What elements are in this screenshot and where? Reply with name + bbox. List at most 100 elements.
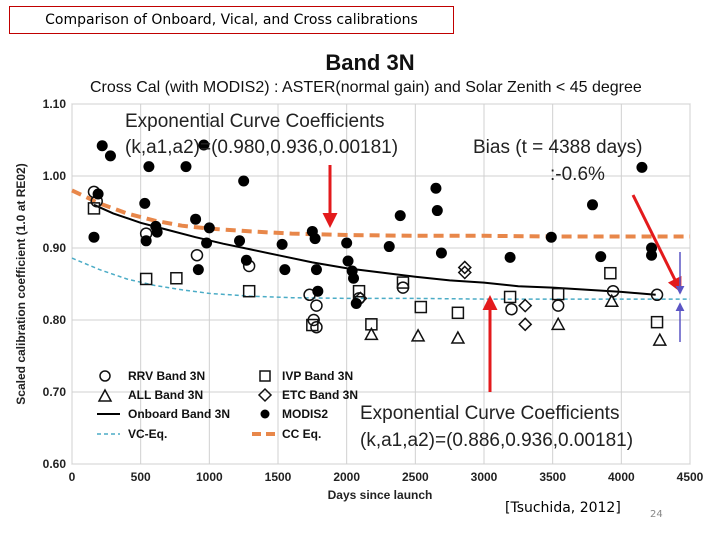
citation: [Tsuchida, 2012]: [505, 500, 621, 516]
modis2-point: [431, 205, 443, 217]
x-tick-label: 1000: [196, 470, 223, 484]
chart-subtitle: Cross Cal (with MODIS2) : ASTER(normal g…: [90, 79, 642, 96]
legend-modis2-marker: [260, 409, 270, 419]
etc-point: [518, 298, 533, 313]
legend-cc-label: CC Eq.: [282, 427, 321, 441]
x-tick-label: 1500: [265, 470, 292, 484]
modis2-point: [180, 161, 192, 173]
modis2-point: [383, 241, 395, 253]
ivp-point: [551, 287, 565, 301]
legend-rrv-label: RRV Band 3N: [128, 369, 205, 383]
modis2-point: [348, 272, 360, 284]
modis2-point: [312, 285, 324, 297]
legend-all-marker: [97, 388, 113, 402]
vc-coefficients-values: (k,a1,a2)=(0.886,0.936,0.00181): [360, 430, 633, 451]
arrow-to-bias-point: [631, 194, 682, 293]
legend-rrv-marker: [99, 370, 111, 382]
legend-ivp-label: IVP Band 3N: [282, 369, 353, 383]
series-points: [87, 139, 668, 346]
modis2-point: [151, 226, 163, 238]
modis2-point: [190, 213, 202, 225]
y-tick-label: 0.60: [43, 457, 67, 471]
all-point: [410, 328, 426, 342]
vc-coefficients-header: Exponential Curve Coefficients: [360, 403, 619, 424]
ivp-point: [170, 271, 183, 285]
modis2-point: [646, 242, 658, 254]
ivp-point: [306, 318, 319, 332]
modis2-point: [201, 237, 213, 249]
ivp-point: [604, 266, 617, 280]
modis2-point: [504, 251, 516, 263]
slide-title: Comparison of Onboard, Vical, and Cross …: [9, 6, 454, 34]
modis2-point: [279, 264, 291, 276]
rrv-point: [310, 320, 323, 334]
ivp-point: [451, 306, 465, 320]
all-point: [364, 326, 379, 341]
ivp-point: [87, 202, 101, 215]
y-tick-label: 1.10: [43, 97, 67, 111]
legend: RRV Band 3N IVP Band 3N ALL Band 3N ETC …: [97, 369, 358, 441]
all-point: [450, 330, 466, 344]
ivp-point: [242, 284, 256, 298]
y-tick-label: 0.80: [43, 313, 67, 327]
x-tick-label: 3500: [539, 470, 566, 484]
ivp-point: [414, 300, 428, 314]
rrv-point: [310, 299, 323, 312]
modis2-point: [192, 264, 204, 276]
ivp-point: [352, 284, 366, 298]
all-point: [550, 316, 566, 331]
y-axis-label: Scaled calibration coefficient (1.0 at R…: [14, 163, 28, 404]
bias-label: Bias (t = 4388 days): [473, 137, 643, 158]
ivp-point: [396, 276, 410, 289]
rrv-point: [551, 299, 565, 312]
modis2-point: [140, 235, 152, 247]
etc-point: [518, 317, 533, 332]
modis2-point: [203, 222, 215, 234]
modis2-point: [586, 199, 598, 211]
legend-ivp-marker: [259, 370, 271, 382]
legend-onboard-label: Onboard Band 3N: [128, 407, 230, 421]
modis2-point: [636, 161, 648, 173]
ivp-point: [365, 318, 378, 331]
etc-point: [457, 265, 472, 280]
modis2-point: [545, 231, 557, 243]
y-tick-label: 0.90: [43, 241, 67, 255]
modis2-point: [92, 188, 104, 200]
bias-value: :-0.6%: [550, 164, 605, 185]
modis2-point: [234, 235, 246, 247]
modis2-point: [310, 264, 322, 276]
rrv-point: [505, 302, 518, 316]
cc-eq-line: [71, 188, 690, 239]
ivp-point: [139, 272, 153, 286]
rrv-point: [190, 248, 204, 262]
chart-title: Band 3N: [325, 50, 414, 75]
modis2-point: [238, 175, 250, 187]
x-tick-label: 2500: [402, 470, 429, 484]
chart: 0.60 0.70 0.80 0.90 1.00 1.10 0 500 1000 1500 2000…: [14, 50, 704, 502]
ivp-point: [503, 290, 517, 304]
vc-eq-line: [71, 257, 690, 300]
axes: 0.60 0.70 0.80 0.90 1.00 1.10 0 500 1000 1500 2000…: [43, 97, 704, 484]
modis2-point: [394, 210, 406, 222]
modis2-point: [309, 233, 321, 245]
modis2-point: [240, 254, 252, 266]
etc-point: [457, 260, 472, 275]
modis2-point: [88, 231, 100, 243]
x-tick-label: 4000: [608, 470, 635, 484]
modis2-point: [595, 251, 607, 263]
modis2-point: [143, 161, 155, 173]
x-tick-label: 0: [69, 470, 76, 484]
ivp-point: [650, 315, 664, 329]
x-tick-label: 3000: [471, 470, 498, 484]
legend-vc-label: VC-Eq.: [128, 427, 167, 441]
legend-modis2-label: MODIS2: [282, 407, 328, 421]
modis2-point: [350, 297, 362, 309]
y-tick-label: 1.00: [43, 169, 67, 183]
legend-etc-label: ETC Band 3N: [282, 388, 358, 402]
page-number: 24: [650, 509, 663, 520]
all-point: [652, 332, 668, 346]
modis2-point: [96, 140, 108, 152]
modis2-point: [198, 139, 210, 151]
legend-etc-marker: [257, 387, 273, 403]
modis2-point: [139, 197, 151, 209]
